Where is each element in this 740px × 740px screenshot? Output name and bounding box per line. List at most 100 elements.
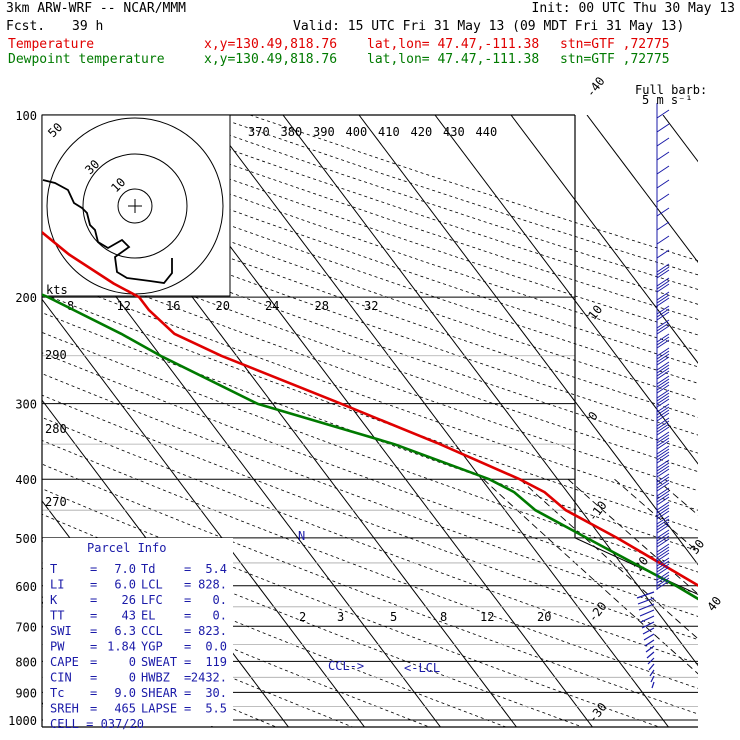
dry-adiabat-line xyxy=(42,352,698,595)
parcel-row-label-2: CCL xyxy=(141,624,163,638)
mixing-ratio-line xyxy=(483,478,698,675)
theta-low-label: 280 xyxy=(45,422,67,436)
theta-label: 420 xyxy=(411,125,433,139)
theta-label: 400 xyxy=(346,125,368,139)
isotherm-line xyxy=(434,115,698,465)
isotherm-line xyxy=(662,115,698,163)
parcel-marker: N xyxy=(298,529,305,543)
parcel-row-label-1: CAPE xyxy=(50,655,79,669)
lcl-marker: <-LCL xyxy=(404,661,440,675)
temperature-line xyxy=(42,230,698,587)
parcel-info-table: Parcel Info T = 7.0 Td = 5.4 LI = 6.0 LCL = 828. K = 26… xyxy=(43,538,233,731)
mixing-ratio-lower-label: 20 xyxy=(537,610,551,624)
mixing-ratio-line xyxy=(656,478,698,516)
parcel-row-value-2: 5.4 xyxy=(205,562,227,576)
parcel-row-value-2: 828. xyxy=(198,578,227,592)
parcel-row-eq-2: = xyxy=(184,593,191,607)
wind-barbs-lower xyxy=(636,591,655,689)
mixing-ratio-upper-label: 12 xyxy=(117,299,131,313)
theta-label: 410 xyxy=(378,125,400,139)
location-station-green: stn=GTF ,72775 xyxy=(560,52,670,67)
pressure-tick-label: 200 xyxy=(15,291,37,305)
isotherm-line xyxy=(358,115,698,566)
parcel-row-label-2: SWEAT xyxy=(141,655,177,669)
pressure-tick-label: 400 xyxy=(15,473,37,487)
hodograph-ring-10 xyxy=(117,188,153,224)
model-title: 3km ARW-WRF -- NCAR/MMM xyxy=(6,1,187,16)
theta-label: 370 xyxy=(248,125,270,139)
parcel-row-eq-1: = xyxy=(90,562,97,576)
location-latlon-red: lat,lon= 47.47,-111.38 xyxy=(367,37,540,52)
dry-adiabat-line xyxy=(42,312,698,552)
parcel-row-value-2: 0. xyxy=(213,593,227,607)
isotherm-label: 10 xyxy=(585,302,605,322)
parcel-row-label-2: EL xyxy=(141,609,155,623)
hodograph-trace xyxy=(42,179,173,284)
parcel-row-value-2: 119 xyxy=(205,655,227,669)
ccl-marker: CCL-> xyxy=(328,659,364,673)
isotherm-line xyxy=(42,298,366,727)
pressure-tick-label: 1000 xyxy=(8,714,37,728)
parcel-row-eq-1: = xyxy=(90,686,97,700)
parcel-row-value-1: 26 xyxy=(122,593,136,607)
parcel-row-value-1: 0 xyxy=(129,655,136,669)
theta-label: 390 xyxy=(313,125,335,139)
mixing-ratio-lower-label: 3 xyxy=(337,610,344,624)
sounding-traces xyxy=(42,230,698,601)
forecast-label: Fcst. xyxy=(6,19,46,34)
dry-adiabat-line xyxy=(42,187,698,418)
parcel-row-value-1: 0 xyxy=(129,671,136,685)
mixing-ratio-upper-label: 20 xyxy=(216,299,230,313)
mixing-ratio-lower-label: 8 xyxy=(440,610,447,624)
parcel-row-eq-2: = xyxy=(184,624,191,638)
location-station-red: stn=GTF ,72775 xyxy=(560,37,670,52)
theta-label: 440 xyxy=(476,125,498,139)
mixing-ratio-line xyxy=(567,478,698,595)
wind-legend: Full barb:5 m s⁻¹ xyxy=(635,83,707,107)
parcel-row-label-1: SREH xyxy=(50,702,79,716)
mixing-ratio-lower-label: 5 xyxy=(390,610,397,624)
mixing-ratio-lower-label: 2 xyxy=(299,610,306,624)
parcel-row-value-2: 0.0 xyxy=(205,640,227,654)
mixing-ratio-upper-label: 16 xyxy=(166,299,180,313)
pressure-tick-label: 100 xyxy=(15,109,37,123)
parcel-row-eq-2: = xyxy=(184,562,191,576)
dry-adiabat-line xyxy=(42,139,698,368)
parcel-row-eq-2: = xyxy=(184,609,191,623)
dewpoint-line xyxy=(42,293,698,601)
dry-adiabat-line xyxy=(171,115,698,290)
parcel-row-label-2: YGP xyxy=(141,640,163,654)
dry-adiabat-line xyxy=(42,540,508,727)
parcel-row-value-2: 0. xyxy=(213,609,227,623)
mixing-ratio-lower-label: 12 xyxy=(480,610,494,624)
parcel-row-label-2: LAPSE xyxy=(141,702,177,716)
pressure-tick-label: 900 xyxy=(15,686,37,700)
parcel-row-label-2: HWBZ xyxy=(141,671,170,685)
parcel-row-eq-1: = xyxy=(90,640,97,654)
isotherm-label: 40 xyxy=(704,594,724,614)
pressure-tick-label: 700 xyxy=(15,620,37,634)
mixing-ratio-upper-label: 32 xyxy=(364,299,378,313)
parcel-row-label-1: SWI xyxy=(50,624,72,638)
wind-legend-title: Full barb: xyxy=(635,83,707,97)
parcel-row-value-1: 9.0 xyxy=(114,686,136,700)
parcel-row-value-2: 2432. xyxy=(191,671,227,685)
parcel-row-value-2: 5.5 xyxy=(205,702,227,716)
parcel-row-value-1: 6.0 xyxy=(114,578,136,592)
isotherm-line xyxy=(206,115,670,727)
mixing-ratio-upper-label: 28 xyxy=(315,299,329,313)
theta-low-label: 270 xyxy=(45,495,67,509)
parcel-row-value-1: 6.3 xyxy=(114,624,136,638)
location-xy-green: x,y=130.49,818.76 xyxy=(204,52,338,67)
dry-adiabat-line xyxy=(42,488,661,727)
parcel-row-label-2: Td xyxy=(141,562,155,576)
location-xy-red: x,y=130.49,818.76 xyxy=(204,37,338,52)
mixing-ratio-lines xyxy=(483,478,698,675)
parcel-row-label-2: LFC xyxy=(141,593,163,607)
legend-dewpoint: Dewpoint temperature xyxy=(8,52,165,67)
parcel-row-eq-2: = xyxy=(184,578,191,592)
parcel-row-value-2: 823. xyxy=(198,624,227,638)
parcel-row-value-1: 465 xyxy=(114,702,136,716)
